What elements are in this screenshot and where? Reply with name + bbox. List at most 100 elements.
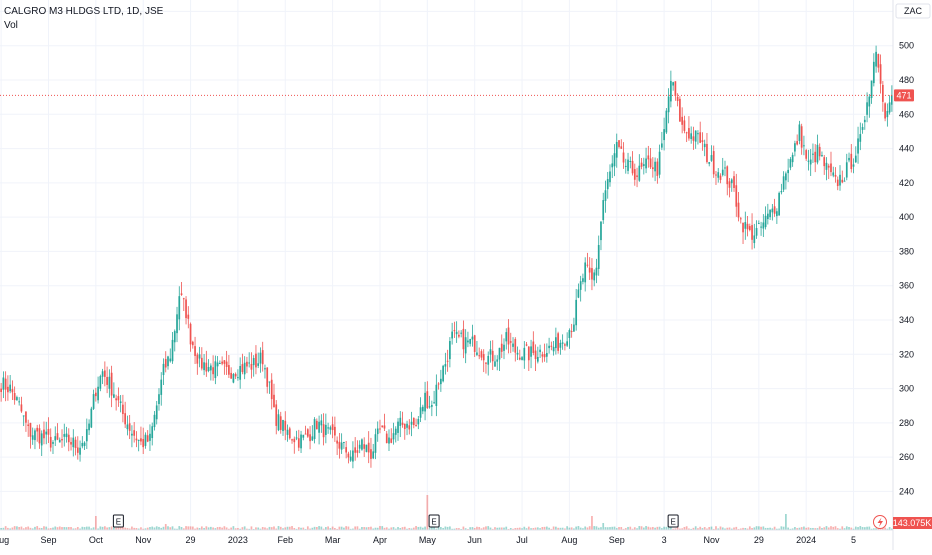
volume-bar <box>789 528 792 530</box>
candle-body <box>347 453 350 458</box>
currency-box[interactable] <box>895 3 931 19</box>
candle-body <box>845 162 848 178</box>
x-tick-label: Aug <box>0 535 9 545</box>
candle-body <box>739 218 742 220</box>
candle-body <box>742 222 744 233</box>
volume-bar <box>794 527 796 530</box>
candle-body <box>776 211 778 217</box>
candle-body <box>155 405 158 420</box>
candle-body <box>345 447 348 453</box>
volume-bar <box>205 526 208 530</box>
chart-legend[interactable]: CALGRO M3 HLDGS LTD, 1D, JSE Vol <box>4 5 163 33</box>
volume-bar <box>487 526 490 530</box>
candle-body <box>760 226 762 228</box>
volume-bar <box>748 526 751 530</box>
symbol-title[interactable]: CALGRO M3 HLDGS LTD, 1D, JSE <box>4 6 164 17</box>
candle-body <box>352 450 354 462</box>
candle-body <box>636 175 638 177</box>
x-tick-label: Sep <box>609 535 625 545</box>
volume-bar <box>318 526 320 530</box>
volume-badge-value: 143.075K <box>893 518 932 528</box>
candle-body <box>532 341 535 353</box>
volume-bar <box>401 527 404 530</box>
x-axis-labels[interactable]: Aug Sep Oct Nov 29 2023 Feb Mar Apr May Jun Jul Aug S… <box>0 535 856 545</box>
volume-bar <box>857 527 859 530</box>
candle-body <box>313 419 316 440</box>
volume-bar <box>604 527 607 530</box>
volume-bar <box>701 528 704 530</box>
candle-body <box>771 208 774 213</box>
volume-bar <box>534 527 537 530</box>
candle-body <box>293 438 296 443</box>
volume-bar <box>63 527 66 530</box>
volume-bar <box>331 526 334 530</box>
volume-bar <box>611 526 614 530</box>
candle-body <box>300 434 302 449</box>
earnings-marker[interactable] <box>112 514 124 528</box>
volume-bar <box>153 527 156 530</box>
candle-body <box>706 143 708 163</box>
candle-body <box>794 143 796 152</box>
volume-bar <box>135 528 138 530</box>
volume-bar <box>45 526 48 530</box>
candle-body <box>539 349 541 353</box>
candle-body <box>622 152 625 163</box>
volume-bar <box>721 527 724 530</box>
volume-bar <box>388 528 390 530</box>
volume-bar <box>191 526 194 530</box>
volume-bar <box>268 526 271 530</box>
candle-body <box>70 442 72 445</box>
candle-body <box>667 96 670 113</box>
volume-bar <box>151 526 154 530</box>
lightning-icon[interactable] <box>873 515 887 529</box>
volume-bar <box>685 526 688 530</box>
candle-body <box>854 155 857 163</box>
candle-body <box>807 160 810 162</box>
volume-bar <box>381 526 384 530</box>
volume-bar <box>557 527 559 530</box>
volume-bar <box>241 527 244 530</box>
volume-bar <box>207 527 210 530</box>
volume-bar <box>264 527 266 530</box>
volume-bar <box>514 528 517 530</box>
volume-bar <box>523 526 526 530</box>
candle-body <box>843 180 846 182</box>
candle-body <box>839 174 841 186</box>
candle-body <box>471 336 474 340</box>
x-tick-label: Nov <box>135 535 152 545</box>
candle-body <box>176 314 178 334</box>
volume-bar <box>521 528 523 530</box>
earnings-marker[interactable] <box>667 514 679 528</box>
volume-bar <box>809 527 812 530</box>
volume-bar <box>674 528 677 530</box>
volume-bar <box>428 527 431 530</box>
x-tick-label: Mar <box>325 535 341 545</box>
volume-bar <box>615 528 618 530</box>
candle-body <box>588 267 591 273</box>
volume-bar <box>739 528 742 530</box>
volume-bar <box>845 526 848 530</box>
candle-body <box>800 126 803 148</box>
candle-body <box>182 298 185 300</box>
volume-bar <box>379 526 381 530</box>
volume-bar <box>440 527 442 530</box>
volume-layer <box>0 495 893 530</box>
candle-body <box>153 414 156 428</box>
volume-bar <box>543 526 546 530</box>
candle-body <box>167 356 169 367</box>
volume-bar <box>54 526 57 530</box>
candle-body <box>575 299 578 326</box>
candle-body <box>708 162 711 164</box>
earnings-marker[interactable] <box>428 514 440 528</box>
volume-bar <box>216 527 219 530</box>
volume-bar <box>676 527 679 530</box>
candle-body <box>527 346 530 361</box>
volume-bar <box>252 528 255 530</box>
candle-body <box>81 442 84 447</box>
candle-body <box>401 422 404 425</box>
candle-body <box>250 363 253 370</box>
candle-body <box>252 358 255 366</box>
volume-indicator-label[interactable]: Vol <box>4 20 18 31</box>
